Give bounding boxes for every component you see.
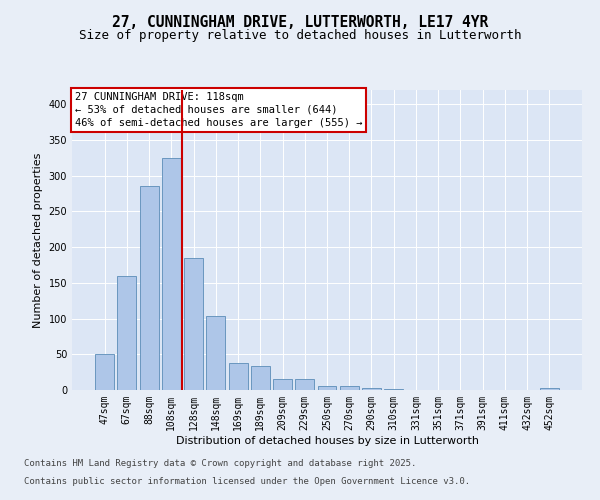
Text: Contains HM Land Registry data © Crown copyright and database right 2025.: Contains HM Land Registry data © Crown c… (24, 460, 416, 468)
Bar (162, 158, 181, 390)
Bar (362, 388, 381, 390)
Bar (184, 258, 203, 390)
X-axis label: Distribution of detached houses by size in Lutterworth: Distribution of detached houses by size … (176, 436, 479, 446)
Bar (251, 366, 270, 390)
Bar (384, 388, 403, 390)
Text: 27, CUNNINGHAM DRIVE, LUTTERWORTH, LE17 4YR: 27, CUNNINGHAM DRIVE, LUTTERWORTH, LE17 … (112, 15, 488, 30)
Bar (540, 388, 559, 390)
Bar (273, 380, 292, 390)
Text: Contains public sector information licensed under the Open Government Licence v3: Contains public sector information licen… (24, 476, 470, 486)
Bar (95, 354, 114, 390)
Bar (317, 386, 337, 390)
Y-axis label: Number of detached properties: Number of detached properties (33, 152, 43, 328)
Bar (206, 316, 225, 390)
Bar (140, 186, 158, 390)
Bar (118, 276, 136, 390)
Bar (229, 363, 248, 390)
Text: 27 CUNNINGHAM DRIVE: 118sqm
← 53% of detached houses are smaller (644)
46% of se: 27 CUNNINGHAM DRIVE: 118sqm ← 53% of det… (74, 92, 362, 128)
Bar (340, 386, 359, 390)
Bar (295, 380, 314, 390)
Text: Size of property relative to detached houses in Lutterworth: Size of property relative to detached ho… (79, 28, 521, 42)
